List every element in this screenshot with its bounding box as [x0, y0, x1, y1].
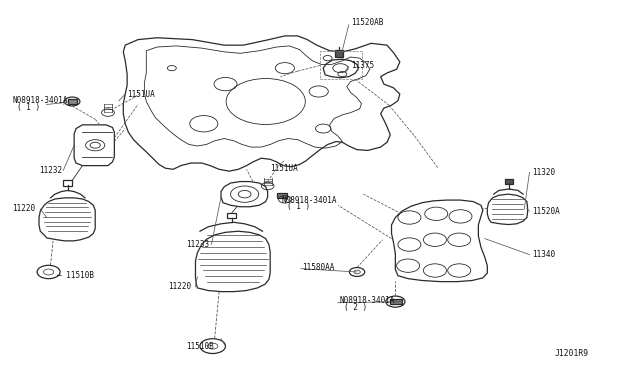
Text: 11520AB: 11520AB — [351, 19, 383, 28]
Text: N08918-3401A: N08918-3401A — [12, 96, 68, 105]
Text: 1151UA: 1151UA — [127, 90, 155, 99]
Text: 11320: 11320 — [532, 168, 555, 177]
Bar — [276, 193, 287, 198]
Bar — [335, 50, 343, 57]
Text: J1201R9: J1201R9 — [555, 349, 589, 358]
Text: N08918-3401A: N08918-3401A — [339, 296, 395, 305]
Text: N08918-3401A: N08918-3401A — [282, 196, 337, 205]
Text: ( 2 ): ( 2 ) — [344, 303, 367, 312]
Text: 11510B: 11510B — [186, 341, 214, 350]
Bar — [68, 99, 77, 104]
Text: 11220: 11220 — [168, 282, 191, 291]
Bar — [504, 179, 513, 184]
Text: 11232: 11232 — [39, 166, 62, 175]
Text: 1151UA: 1151UA — [270, 164, 298, 173]
Bar — [63, 180, 72, 186]
Text: 11520A: 11520A — [532, 207, 560, 216]
Text: ( 1 ): ( 1 ) — [17, 103, 40, 112]
Text: 11220: 11220 — [12, 205, 35, 214]
Bar — [227, 213, 236, 218]
Text: 11375: 11375 — [351, 61, 374, 70]
Text: — 11510B: — 11510B — [57, 271, 94, 280]
Text: ( 1 ): ( 1 ) — [287, 202, 310, 211]
Text: 11580AA: 11580AA — [302, 263, 335, 272]
Bar — [390, 299, 402, 304]
Text: 11340: 11340 — [532, 250, 555, 259]
Text: 11233: 11233 — [186, 240, 209, 249]
